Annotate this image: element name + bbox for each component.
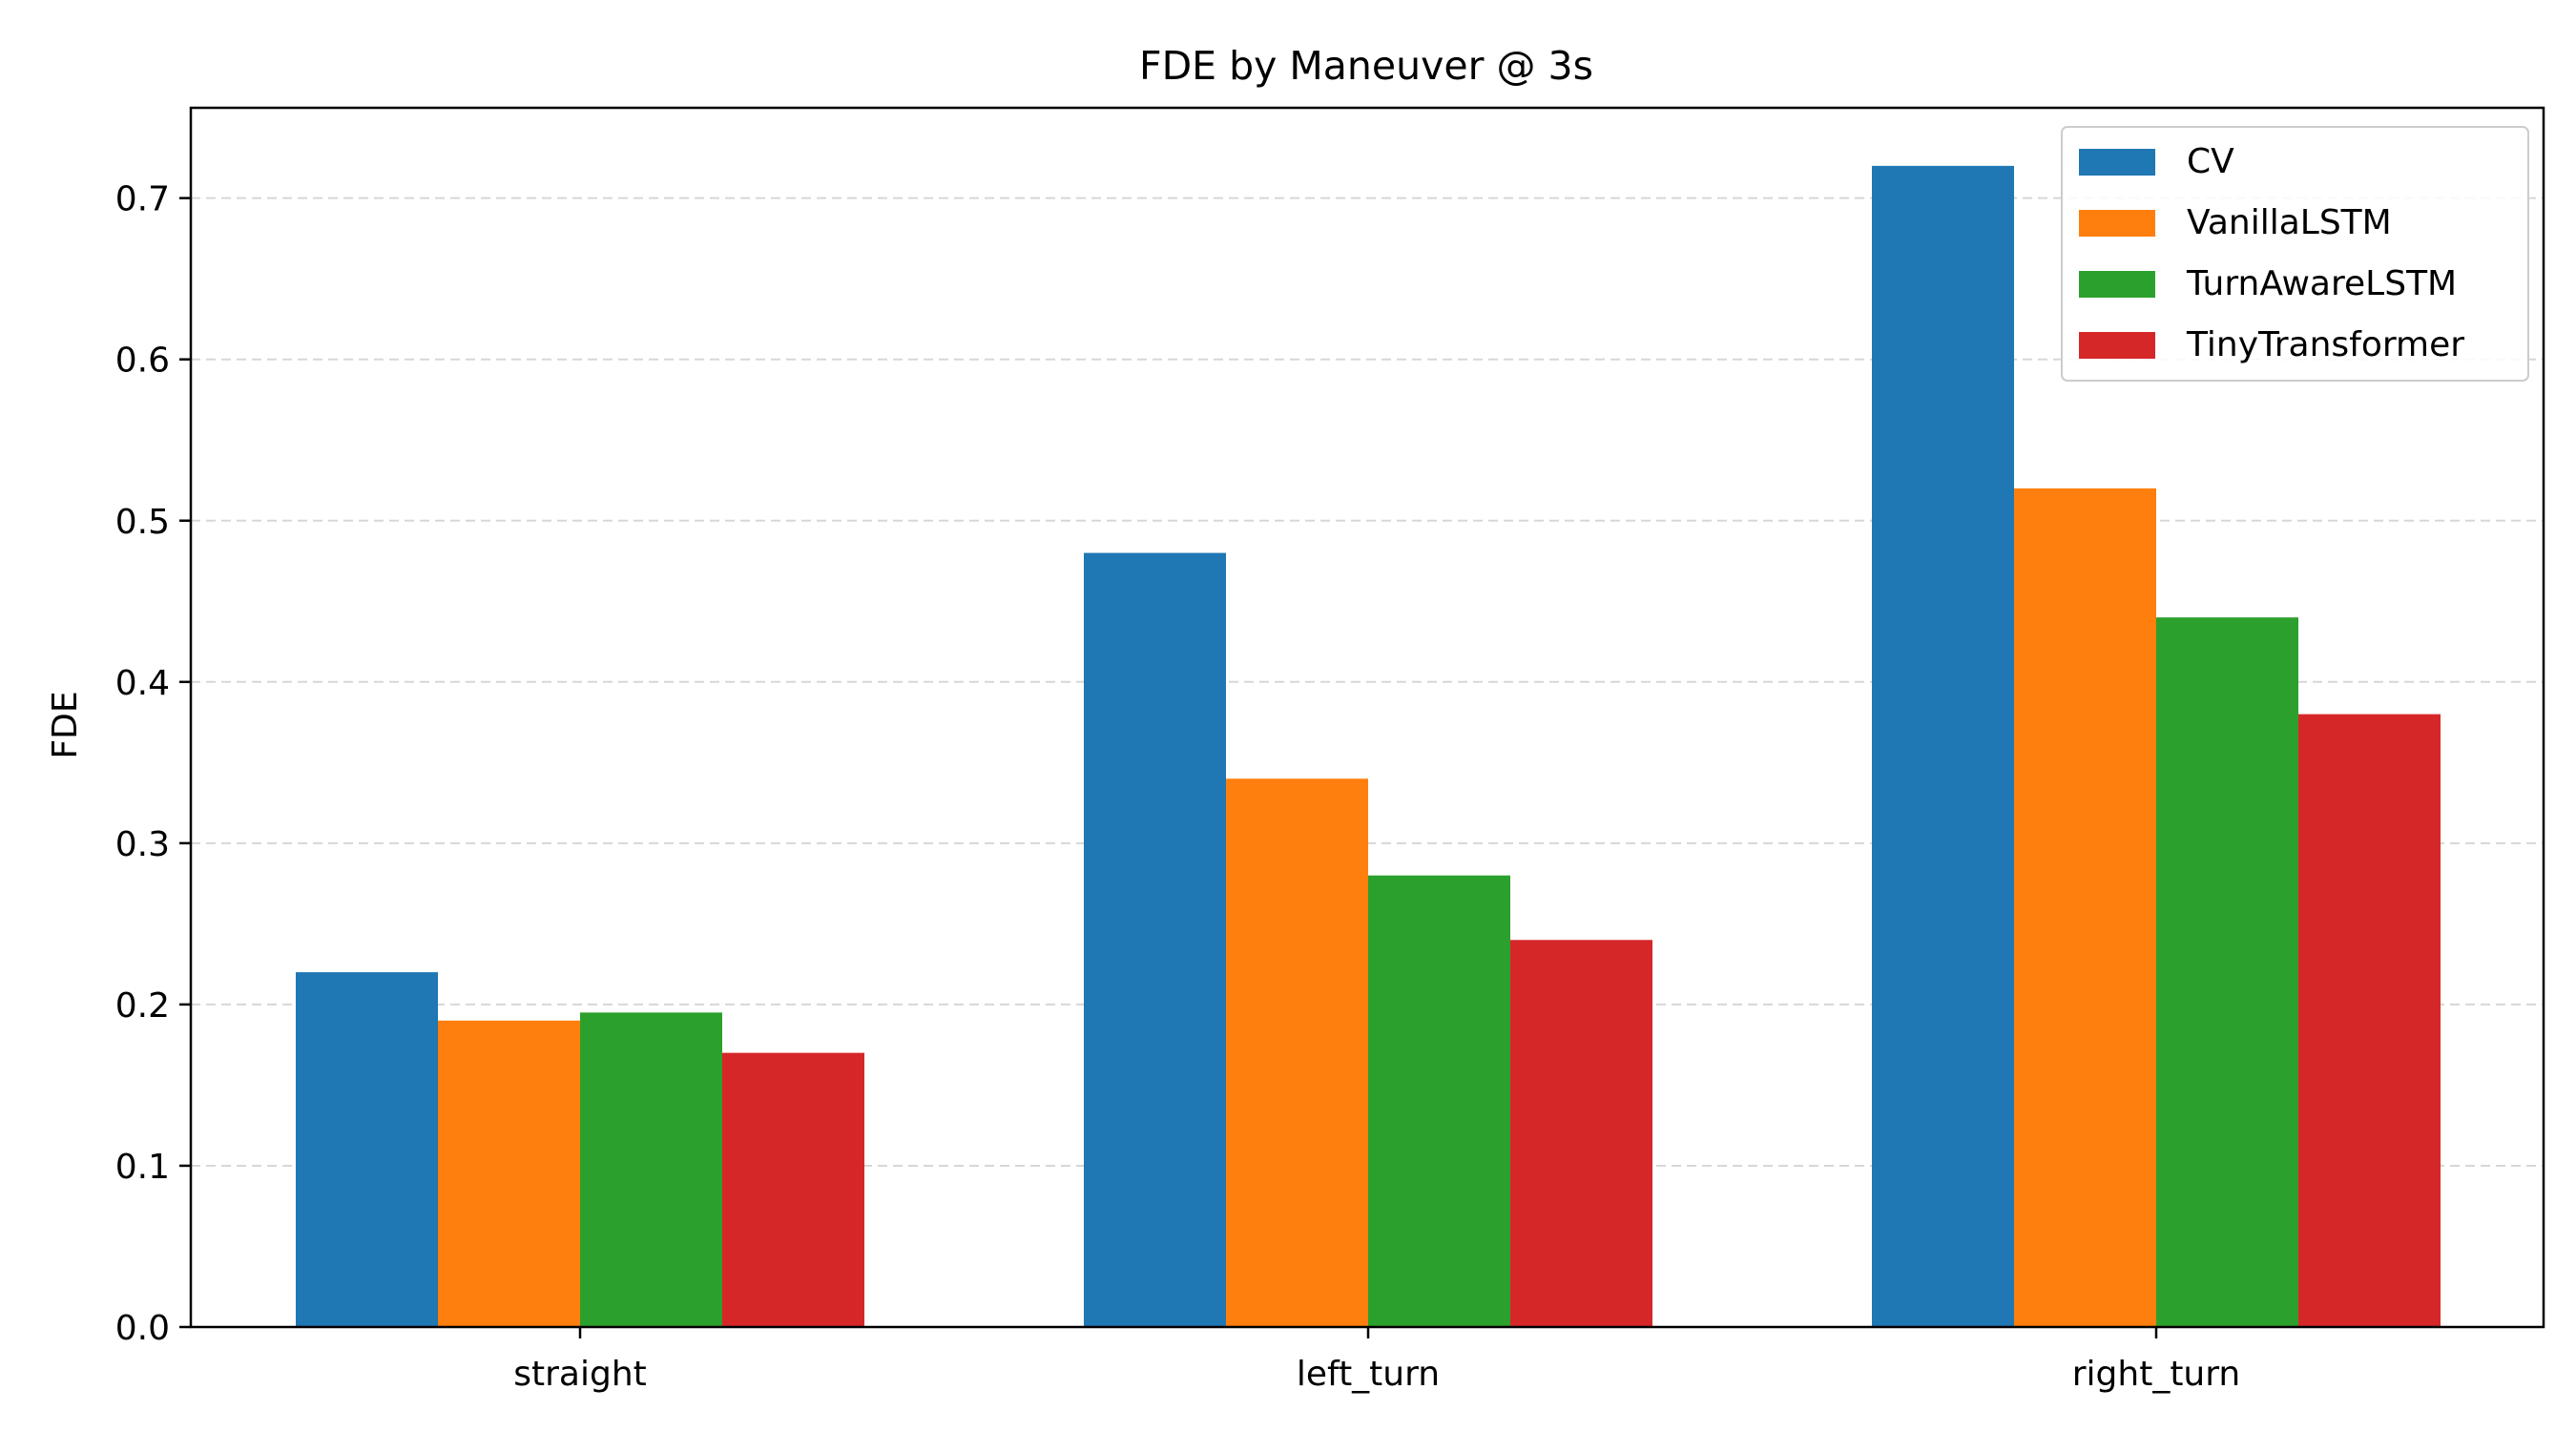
y-tick-label: 0.2 bbox=[115, 986, 170, 1026]
bar-turnawarelstm-right-turn bbox=[2156, 617, 2298, 1327]
bar-tinytransformer-left-turn bbox=[1510, 940, 1652, 1327]
bar-vanillalstm-left-turn bbox=[1226, 778, 1368, 1327]
legend-box bbox=[2061, 126, 2529, 382]
bar-turnawarelstm-straight bbox=[580, 1012, 722, 1327]
legend-label: TurnAwareLSTM bbox=[2186, 264, 2457, 303]
bar-cv-left-turn bbox=[1084, 552, 1226, 1327]
bar-vanillalstm-right-turn bbox=[2014, 487, 2156, 1327]
x-axis-ticks: straight left_turn right_turn bbox=[513, 1327, 2240, 1394]
legend-swatch bbox=[2079, 332, 2155, 359]
bar-tinytransformer-straight bbox=[722, 1052, 864, 1327]
legend-swatch bbox=[2079, 271, 2155, 298]
chart-title: FDE by Maneuver @ 3s bbox=[1139, 43, 1593, 89]
bar-turnawarelstm-left-turn bbox=[1368, 875, 1510, 1327]
y-tick-label: 0.7 bbox=[115, 180, 170, 219]
legend-swatch bbox=[2079, 210, 2155, 237]
legend: CV VanillaLSTM TurnAwareLSTM TinyTransforme… bbox=[2061, 126, 2529, 382]
legend-label: TinyTransformer bbox=[2186, 325, 2464, 364]
y-tick-label: 0.6 bbox=[115, 342, 170, 381]
y-tick-label: 0.3 bbox=[115, 825, 170, 864]
legend-label: VanillaLSTM bbox=[2187, 203, 2392, 242]
bar-tinytransformer-right-turn bbox=[2298, 714, 2441, 1327]
y-tick-label: 0.0 bbox=[115, 1309, 170, 1348]
y-tick-label: 0.1 bbox=[115, 1148, 170, 1187]
legend-label: CV bbox=[2187, 142, 2234, 181]
y-tick-label: 0.5 bbox=[115, 503, 170, 542]
bar-cv-right-turn bbox=[1872, 165, 2014, 1327]
bar-cv-straight bbox=[296, 972, 438, 1327]
y-tick-label: 0.4 bbox=[115, 664, 170, 703]
legend-swatch bbox=[2079, 149, 2155, 176]
bars bbox=[296, 165, 2441, 1327]
x-tick-label: straight bbox=[513, 1355, 647, 1394]
x-tick-label: left_turn bbox=[1297, 1355, 1440, 1394]
y-axis-label: FDE bbox=[46, 691, 85, 758]
y-axis-ticks: 0.0 0.1 0.2 0.3 0.4 0.5 0.6 0.7 bbox=[115, 180, 191, 1348]
bar-vanillalstm-straight bbox=[438, 1020, 580, 1327]
x-tick-label: right_turn bbox=[2072, 1355, 2241, 1394]
